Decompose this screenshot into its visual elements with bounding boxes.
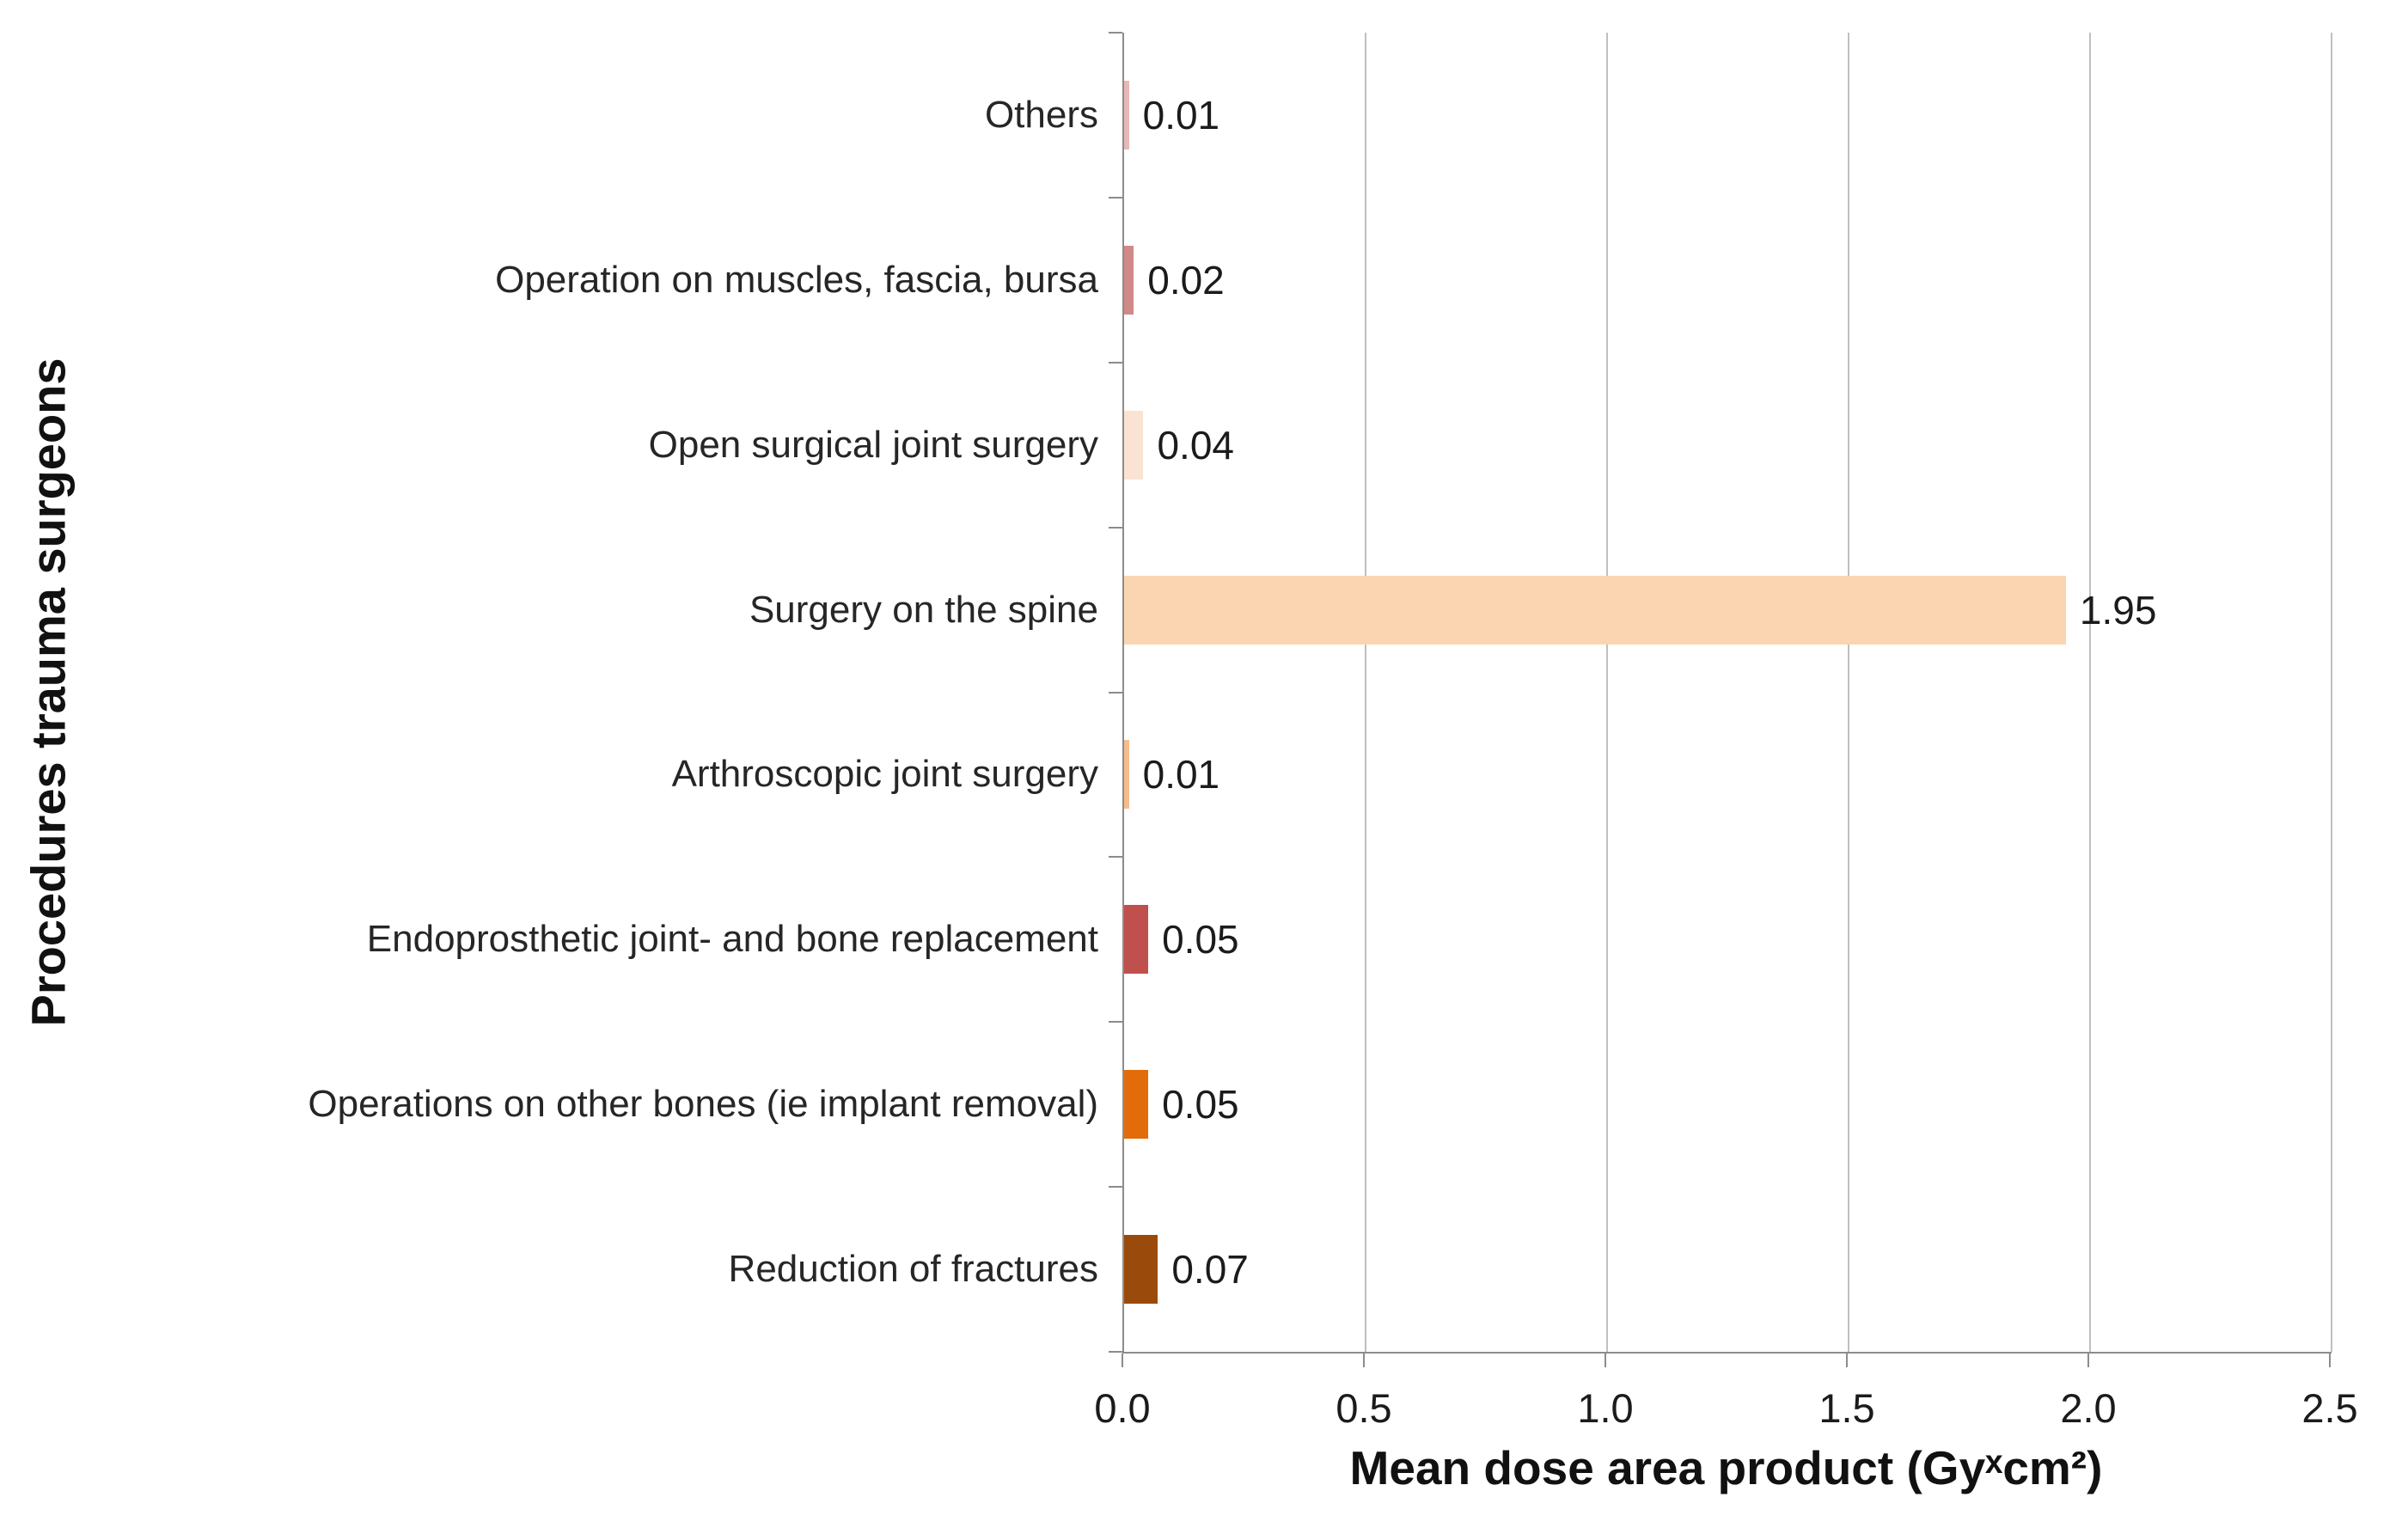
- category-label: Arthroscopic joint surgery: [671, 753, 1098, 796]
- category-label: Reduction of fractures: [728, 1248, 1098, 1291]
- y-axis-tick: [1109, 1186, 1122, 1189]
- bar: [1124, 740, 1129, 810]
- value-label: 0.05: [1162, 917, 1239, 962]
- bar: [1124, 905, 1149, 975]
- value-label: 1.95: [2079, 587, 2157, 632]
- gridline: [1365, 33, 1366, 1352]
- gridline: [1848, 33, 1849, 1352]
- y-axis-tick: [1109, 1351, 1122, 1353]
- bar: [1124, 80, 1129, 150]
- x-axis-title: Mean dose area product (Gyˣcm²): [1349, 1441, 2103, 1494]
- y-axis-tick: [1109, 361, 1122, 364]
- bar: [1124, 245, 1134, 315]
- x-axis-tick-label: 1.5: [1818, 1385, 1875, 1431]
- y-axis-tick: [1109, 196, 1122, 199]
- x-axis-tick-label: 0.5: [1336, 1385, 1392, 1431]
- y-axis-tick: [1109, 691, 1122, 694]
- gridline: [2331, 33, 2332, 1352]
- bar: [1124, 1070, 1149, 1140]
- x-axis-tick-label: 1.0: [1577, 1385, 1634, 1431]
- plot-area: 0.01 0.02 0.04 1.95 0.01 0.05 0.05 0.07: [1122, 33, 2332, 1354]
- y-axis-tick: [1109, 526, 1122, 529]
- value-label: 0.01: [1142, 752, 1220, 798]
- category-label: Open surgical joint surgery: [648, 423, 1098, 466]
- x-axis-tick-label: 0.0: [1094, 1385, 1151, 1431]
- value-label: 0.04: [1157, 422, 1234, 468]
- category-label: Operations on other bones (ie implant re…: [308, 1083, 1098, 1126]
- y-axis-title-container: Procedures trauma surgeons: [0, 33, 104, 1352]
- y-axis-tick: [1109, 856, 1122, 859]
- y-axis-tick: [1109, 1021, 1122, 1024]
- x-axis-tick: [1846, 1354, 1848, 1367]
- x-axis-tick-label: 2.5: [2301, 1385, 2358, 1431]
- category-label: Others: [984, 93, 1098, 136]
- bar: [1124, 575, 2066, 645]
- x-axis-tick: [1363, 1354, 1365, 1367]
- value-label: 0.02: [1147, 257, 1225, 302]
- category-label: Endoprosthetic joint- and bone replaceme…: [366, 918, 1098, 961]
- x-axis-tick: [2329, 1354, 2331, 1367]
- x-axis-tick: [1604, 1354, 1606, 1367]
- bar: [1124, 1235, 1158, 1305]
- category-label: Surgery on the spine: [749, 588, 1098, 631]
- bar: [1124, 410, 1144, 480]
- x-axis-tick-label: 2.0: [2060, 1385, 2117, 1431]
- value-label: 0.01: [1142, 92, 1220, 138]
- value-label: 0.05: [1162, 1082, 1239, 1128]
- x-axis-tick: [1122, 1354, 1123, 1367]
- x-axis-tick: [2087, 1354, 2089, 1367]
- gridline: [2089, 33, 2091, 1352]
- category-label: Operation on muscles, fascia, bursa: [495, 258, 1098, 301]
- value-label: 0.07: [1171, 1247, 1249, 1292]
- gridline: [1606, 33, 1608, 1352]
- y-axis-tick: [1109, 32, 1122, 34]
